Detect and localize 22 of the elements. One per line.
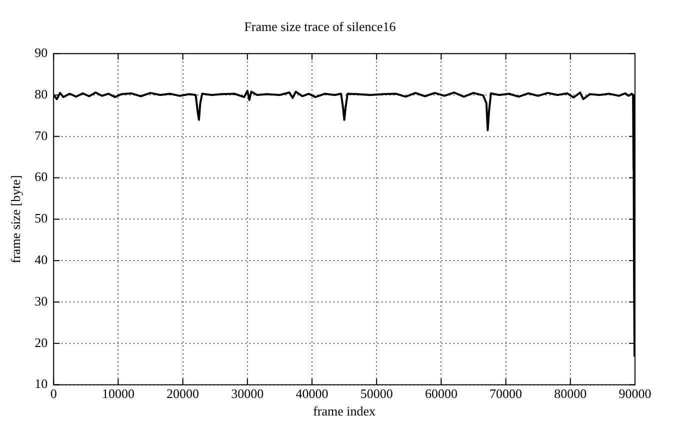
y-tick-label: 30 xyxy=(34,293,48,308)
y-tick-label: 10 xyxy=(34,376,48,392)
y-tick-label: 80 xyxy=(34,86,48,102)
chart-title: Frame size trace of silence16 xyxy=(244,19,396,34)
y-axis-title: frame size [byte] xyxy=(8,175,24,264)
x-tick-label: 30000 xyxy=(231,386,264,402)
x-tick-label: 90000 xyxy=(618,386,652,402)
y-tick-label: 40 xyxy=(34,252,48,268)
y-tick-label: 60 xyxy=(34,169,48,184)
y-tick-label: 70 xyxy=(34,128,48,143)
x-tick-label: 80000 xyxy=(554,386,587,402)
y-tick-label: 20 xyxy=(34,334,48,350)
x-tick-label: 40000 xyxy=(296,386,328,402)
x-tick-label: 10000 xyxy=(102,386,134,402)
x-tick-label: 50000 xyxy=(360,386,393,402)
y-tick-label: 50 xyxy=(34,210,48,226)
x-axis-title: frame index xyxy=(313,404,376,419)
x-tick-label: 20000 xyxy=(166,386,200,402)
x-tick-label: 0 xyxy=(50,386,57,402)
x-tick-label: 70000 xyxy=(490,386,522,402)
x-tick-label: 60000 xyxy=(424,386,458,402)
y-tick-label: 90 xyxy=(34,45,48,60)
